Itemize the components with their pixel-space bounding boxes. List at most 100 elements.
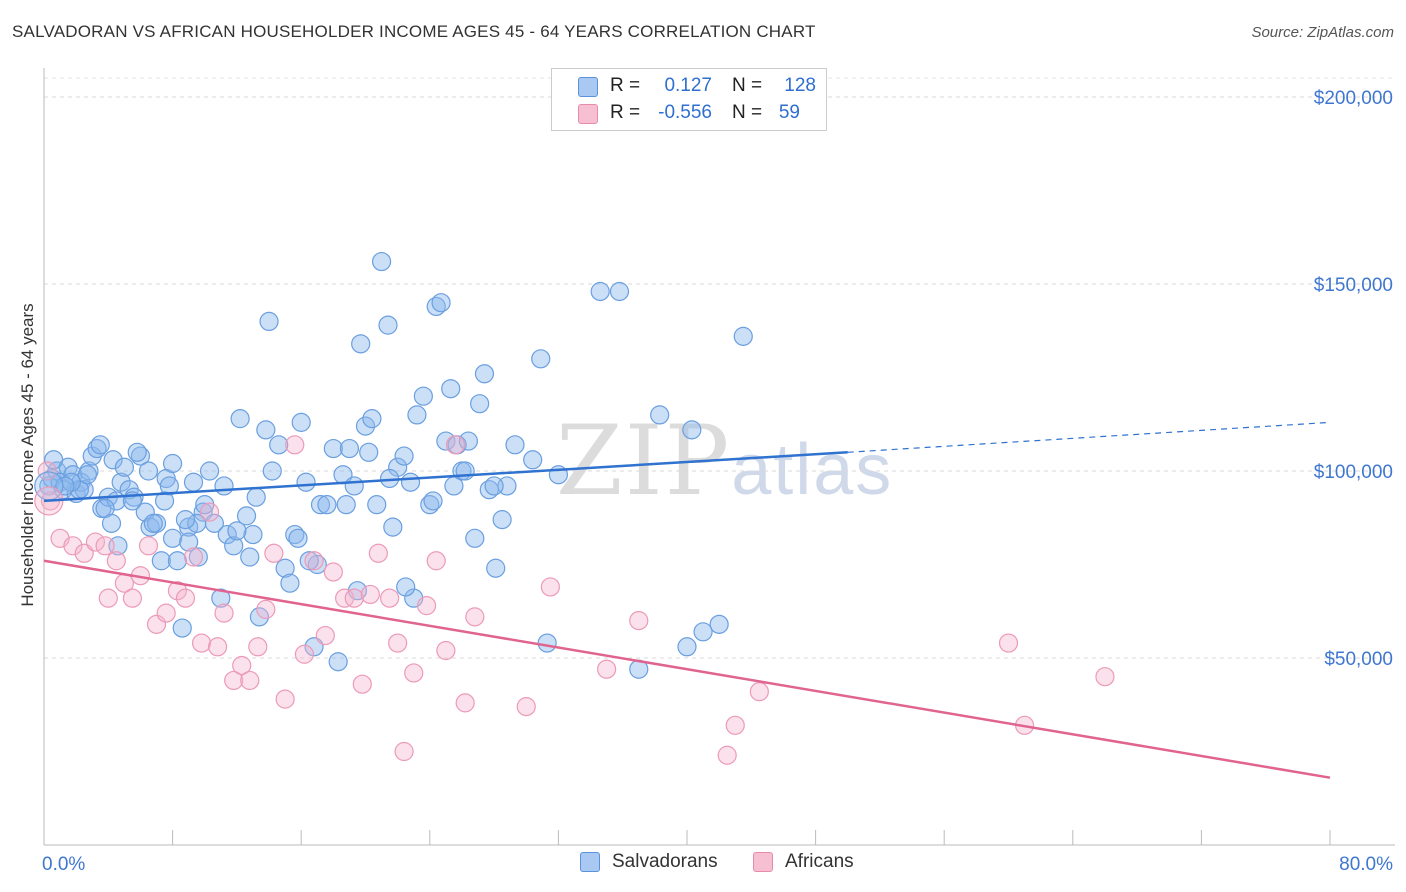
point-salvadorans — [188, 547, 208, 567]
legend-swatch-blue — [580, 852, 600, 872]
stats-row-salvadorans: R = 0.127 N = 128 — [552, 74, 826, 100]
point-salvadorans — [351, 334, 371, 354]
point-salvadorans — [323, 438, 343, 459]
point-salvadorans — [682, 420, 702, 440]
point-africans — [208, 637, 228, 657]
r-label: R = — [610, 75, 641, 96]
point-africans — [455, 693, 475, 713]
point-salvadorans — [77, 465, 98, 485]
trendline-salvadorans-extension — [847, 421, 1331, 453]
point-salvadorans — [175, 510, 196, 530]
point-africans — [224, 670, 244, 691]
point-africans — [998, 633, 1019, 653]
point-salvadorans — [505, 435, 525, 455]
watermark-atlas: atlas — [731, 430, 894, 510]
point-africans — [516, 697, 536, 717]
point-salvadorans — [310, 495, 331, 515]
point-salvadorans — [407, 405, 427, 425]
point-salvadorans — [299, 551, 319, 571]
point-salvadorans — [183, 472, 204, 492]
point-africans — [175, 588, 196, 608]
point-salvadorans — [246, 487, 266, 507]
point-salvadorans — [211, 588, 231, 608]
point-africans — [304, 551, 324, 571]
point-africans — [1095, 667, 1115, 687]
point-africans — [380, 588, 400, 608]
point-salvadorans — [441, 379, 461, 399]
point-salvadorans — [396, 577, 416, 597]
point-salvadorans — [523, 450, 543, 470]
point-salvadorans — [236, 506, 257, 526]
point-salvadorans — [262, 461, 282, 481]
point-salvadorans — [275, 558, 295, 578]
point-africans — [167, 581, 188, 601]
point-salvadorans — [394, 446, 414, 466]
point-salvadorans — [677, 637, 697, 657]
point-salvadorans — [465, 528, 485, 548]
point-salvadorans — [259, 311, 279, 331]
point-africans — [445, 435, 466, 455]
x-tick-label: 80.0% — [1339, 854, 1393, 875]
point-salvadorans — [693, 622, 713, 642]
point-salvadorans — [288, 528, 308, 548]
point-salvadorans — [455, 461, 475, 481]
y-tick-label: $150,000 — [1314, 275, 1393, 296]
point-salvadorans — [240, 547, 260, 567]
point-salvadorans — [317, 495, 337, 515]
y-tick-label: $100,000 — [1314, 462, 1393, 483]
trendline-africans — [43, 559, 1331, 779]
point-africans — [275, 689, 295, 709]
legend-swatch-blue — [578, 77, 598, 97]
point-salvadorans — [458, 431, 478, 451]
point-africans — [264, 543, 284, 563]
r-value: 0.127 — [664, 75, 712, 96]
point-africans — [368, 543, 388, 563]
point-salvadorans — [214, 476, 234, 496]
point-africans — [63, 536, 83, 556]
point-africans — [540, 577, 560, 597]
stats-legend: R = 0.127 N = 128 R = -0.556 N = 59 — [551, 68, 827, 131]
point-salvadorans — [359, 442, 379, 462]
point-salvadorans — [114, 457, 134, 477]
point-salvadorans — [328, 652, 348, 672]
point-africans — [122, 588, 143, 608]
point-salvadorans — [609, 281, 630, 302]
point-salvadorans — [413, 386, 433, 406]
point-africans — [214, 603, 234, 623]
point-salvadorans — [709, 614, 729, 634]
watermark: ZIPatlas — [556, 405, 893, 517]
point-salvadorans — [371, 251, 392, 272]
point-salvadorans — [256, 420, 276, 440]
point-africans — [85, 532, 106, 552]
point-salvadorans — [420, 495, 440, 515]
legend-label: Salvadorans — [612, 851, 718, 872]
point-salvadorans — [87, 438, 107, 459]
legend-swatch-pink — [578, 104, 598, 124]
point-salvadorans — [55, 476, 75, 496]
n-value: 59 — [778, 102, 800, 123]
point-africans — [256, 599, 276, 619]
point-africans — [717, 745, 737, 765]
point-salvadorans — [167, 551, 188, 571]
point-salvadorans — [154, 491, 175, 511]
point-africans — [629, 610, 649, 631]
point-africans — [597, 659, 617, 679]
point-salvadorans — [474, 364, 495, 384]
point-salvadorans — [138, 461, 159, 481]
point-africans — [352, 674, 372, 694]
point-salvadorans — [243, 524, 263, 545]
point-salvadorans — [484, 476, 504, 496]
point-salvadorans — [423, 491, 443, 511]
point-salvadorans — [101, 513, 122, 533]
r-value: -0.556 — [658, 102, 712, 123]
point-africans — [360, 584, 380, 605]
chart-title: SALVADORAN VS AFRICAN HOUSEHOLDER INCOME… — [12, 22, 816, 41]
point-salvadorans — [285, 524, 305, 545]
point-salvadorans — [249, 607, 270, 627]
point-salvadorans — [269, 435, 289, 455]
point-salvadorans — [492, 510, 512, 530]
point-salvadorans — [199, 461, 220, 481]
legend-swatch-pink — [753, 852, 773, 872]
point-africans — [138, 536, 159, 556]
point-salvadorans — [227, 521, 247, 541]
